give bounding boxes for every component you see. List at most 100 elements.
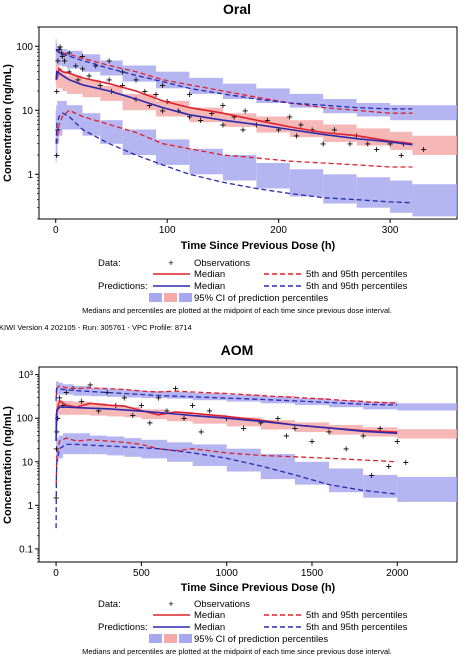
oral-ci-band-p5 [390,180,413,213]
aom-observation-point: + [53,444,59,455]
aom-ci-band-p95 [226,394,261,402]
aom-ci-band-p5 [141,439,167,459]
aom-data-percentile-line [55,385,398,404]
aom-observation-point: + [63,388,69,399]
oral-y-axis-title: Concentration (ng/mL) [2,64,14,182]
aom-ci-band-p5 [73,433,91,455]
legend-data-label: Data: [98,258,121,269]
oral-ci-band-p5 [66,105,83,130]
oral-observation-point: + [97,80,103,91]
legend-ci-swatch-blue-2 [179,293,192,302]
aom-observation-point: + [394,437,400,448]
aom-lines [55,385,398,529]
legend-observation-marker: + [168,258,174,269]
oral-ci-band-median [412,135,457,155]
oral-ci-band-p5 [62,100,67,130]
aom-ci-band-p5 [167,442,193,462]
oral-observation-point: + [320,139,326,150]
aom-ci-band-p5 [329,468,364,493]
aom-observation-point: + [292,423,298,434]
oral-observation-point: + [54,151,60,162]
oral-observation-point: + [293,131,299,142]
oral-ci-band-median [59,68,63,89]
oral-ci-band-p95 [59,47,63,66]
oral-ci-band-p95 [56,43,58,63]
oral-x-tick-label: 300 [382,225,399,236]
oral-observation-point: + [354,131,360,142]
aom-ci-band-median [124,407,142,418]
aom-ci-band-median [397,429,457,439]
legend-note: Medians and percentiles are plotted at t… [82,306,392,315]
aom-observation-point: + [53,493,59,504]
oral-observation-point: + [62,56,68,67]
oral-observation-point: + [79,52,85,63]
aom-observation-point: + [241,423,247,434]
aom-observation-point: + [55,414,61,425]
oral-observation-point: + [106,56,112,67]
oral-observation-point: + [120,67,126,78]
oral-observation-point: + [58,48,64,59]
oral-observation-point: + [73,61,79,72]
oral-observation-point: + [365,139,371,150]
legend2-ci-swatch-blue-2 [179,634,192,643]
oral-observation-point: + [421,144,427,155]
oral-x-tick-label: 0 [53,225,59,236]
legend2-observation-marker: + [168,599,174,610]
aom-observation-point: + [275,414,281,425]
oral-y-axis: 1 10 100 [16,26,39,220]
aom-observation-point: + [172,383,178,394]
oral-observation-point: + [220,101,226,112]
oral-ci-band-p5 [289,169,324,197]
oral-y-tick-label: 1 [27,170,33,181]
oral-observation-point: + [106,75,112,86]
aom-ci-band-p5 [294,461,329,485]
aom-ci-band-median [167,411,193,422]
oral-ci-band-median [62,71,67,91]
footer-version: KIWI Version 4 202105 - Run: 305761 - VP… [0,323,192,332]
legend-observed-median-label: Median [194,269,225,280]
legend-predicted-median-label: Median [194,281,225,292]
oral-observation-point: + [374,144,380,155]
aom-chart-title: AOM [221,342,254,358]
aom-observation-point: + [198,427,204,438]
aom-ci-band-p5 [56,441,57,466]
aom-observation-point: + [56,393,62,404]
aom-ci-band-median [226,417,261,427]
oral-ci-band-p95 [356,103,391,117]
aom-ci-band-median [107,405,125,417]
legend-observations-label: Observations [194,258,250,269]
oral-data-percentile-line [56,48,413,114]
aom-observation-point: + [309,437,315,448]
oral-observation-point: + [198,116,204,127]
legend-ci-swatch-red [164,293,177,302]
oral-observation-point: + [146,101,152,112]
oral-observation-point: + [242,106,248,117]
oral-observation-point: + [398,151,404,162]
oral-data-median-line [56,66,413,145]
oral-observation-point: + [298,120,304,131]
oral-ci-band-p5 [100,120,123,144]
oral-ci-band-p95 [57,46,60,66]
oral-ci-band-median [390,131,413,150]
oral-observation-point: + [276,125,282,136]
oral-observation-point: + [66,48,72,59]
oral-observation-point: + [142,87,148,98]
aom-observation-point: + [147,418,153,429]
oral-predictions-percentile-line [55,48,413,110]
aom-y-tick-label: 100 [16,414,33,425]
oral-observation-point: + [160,80,166,91]
oral-observation-point: + [387,139,393,150]
aom-ci-band-p95 [73,386,91,396]
oral-ci-band-median [82,79,101,98]
aom-ci-band-p95 [329,400,364,408]
oral-chart-title: Oral [223,1,251,17]
legend2-predictions-label: Predictions: [98,622,148,633]
legend2-data-label: Data: [98,599,121,610]
oral-observation-point: + [120,80,126,91]
aom-ci-band-median [90,403,108,416]
aom-y-axis: 0.1 1 10 100 10³ [16,370,39,563]
oral-ci-band-p5 [59,100,63,136]
aom-observation-point: + [377,423,383,434]
oral-data-percentile-line [56,109,413,168]
